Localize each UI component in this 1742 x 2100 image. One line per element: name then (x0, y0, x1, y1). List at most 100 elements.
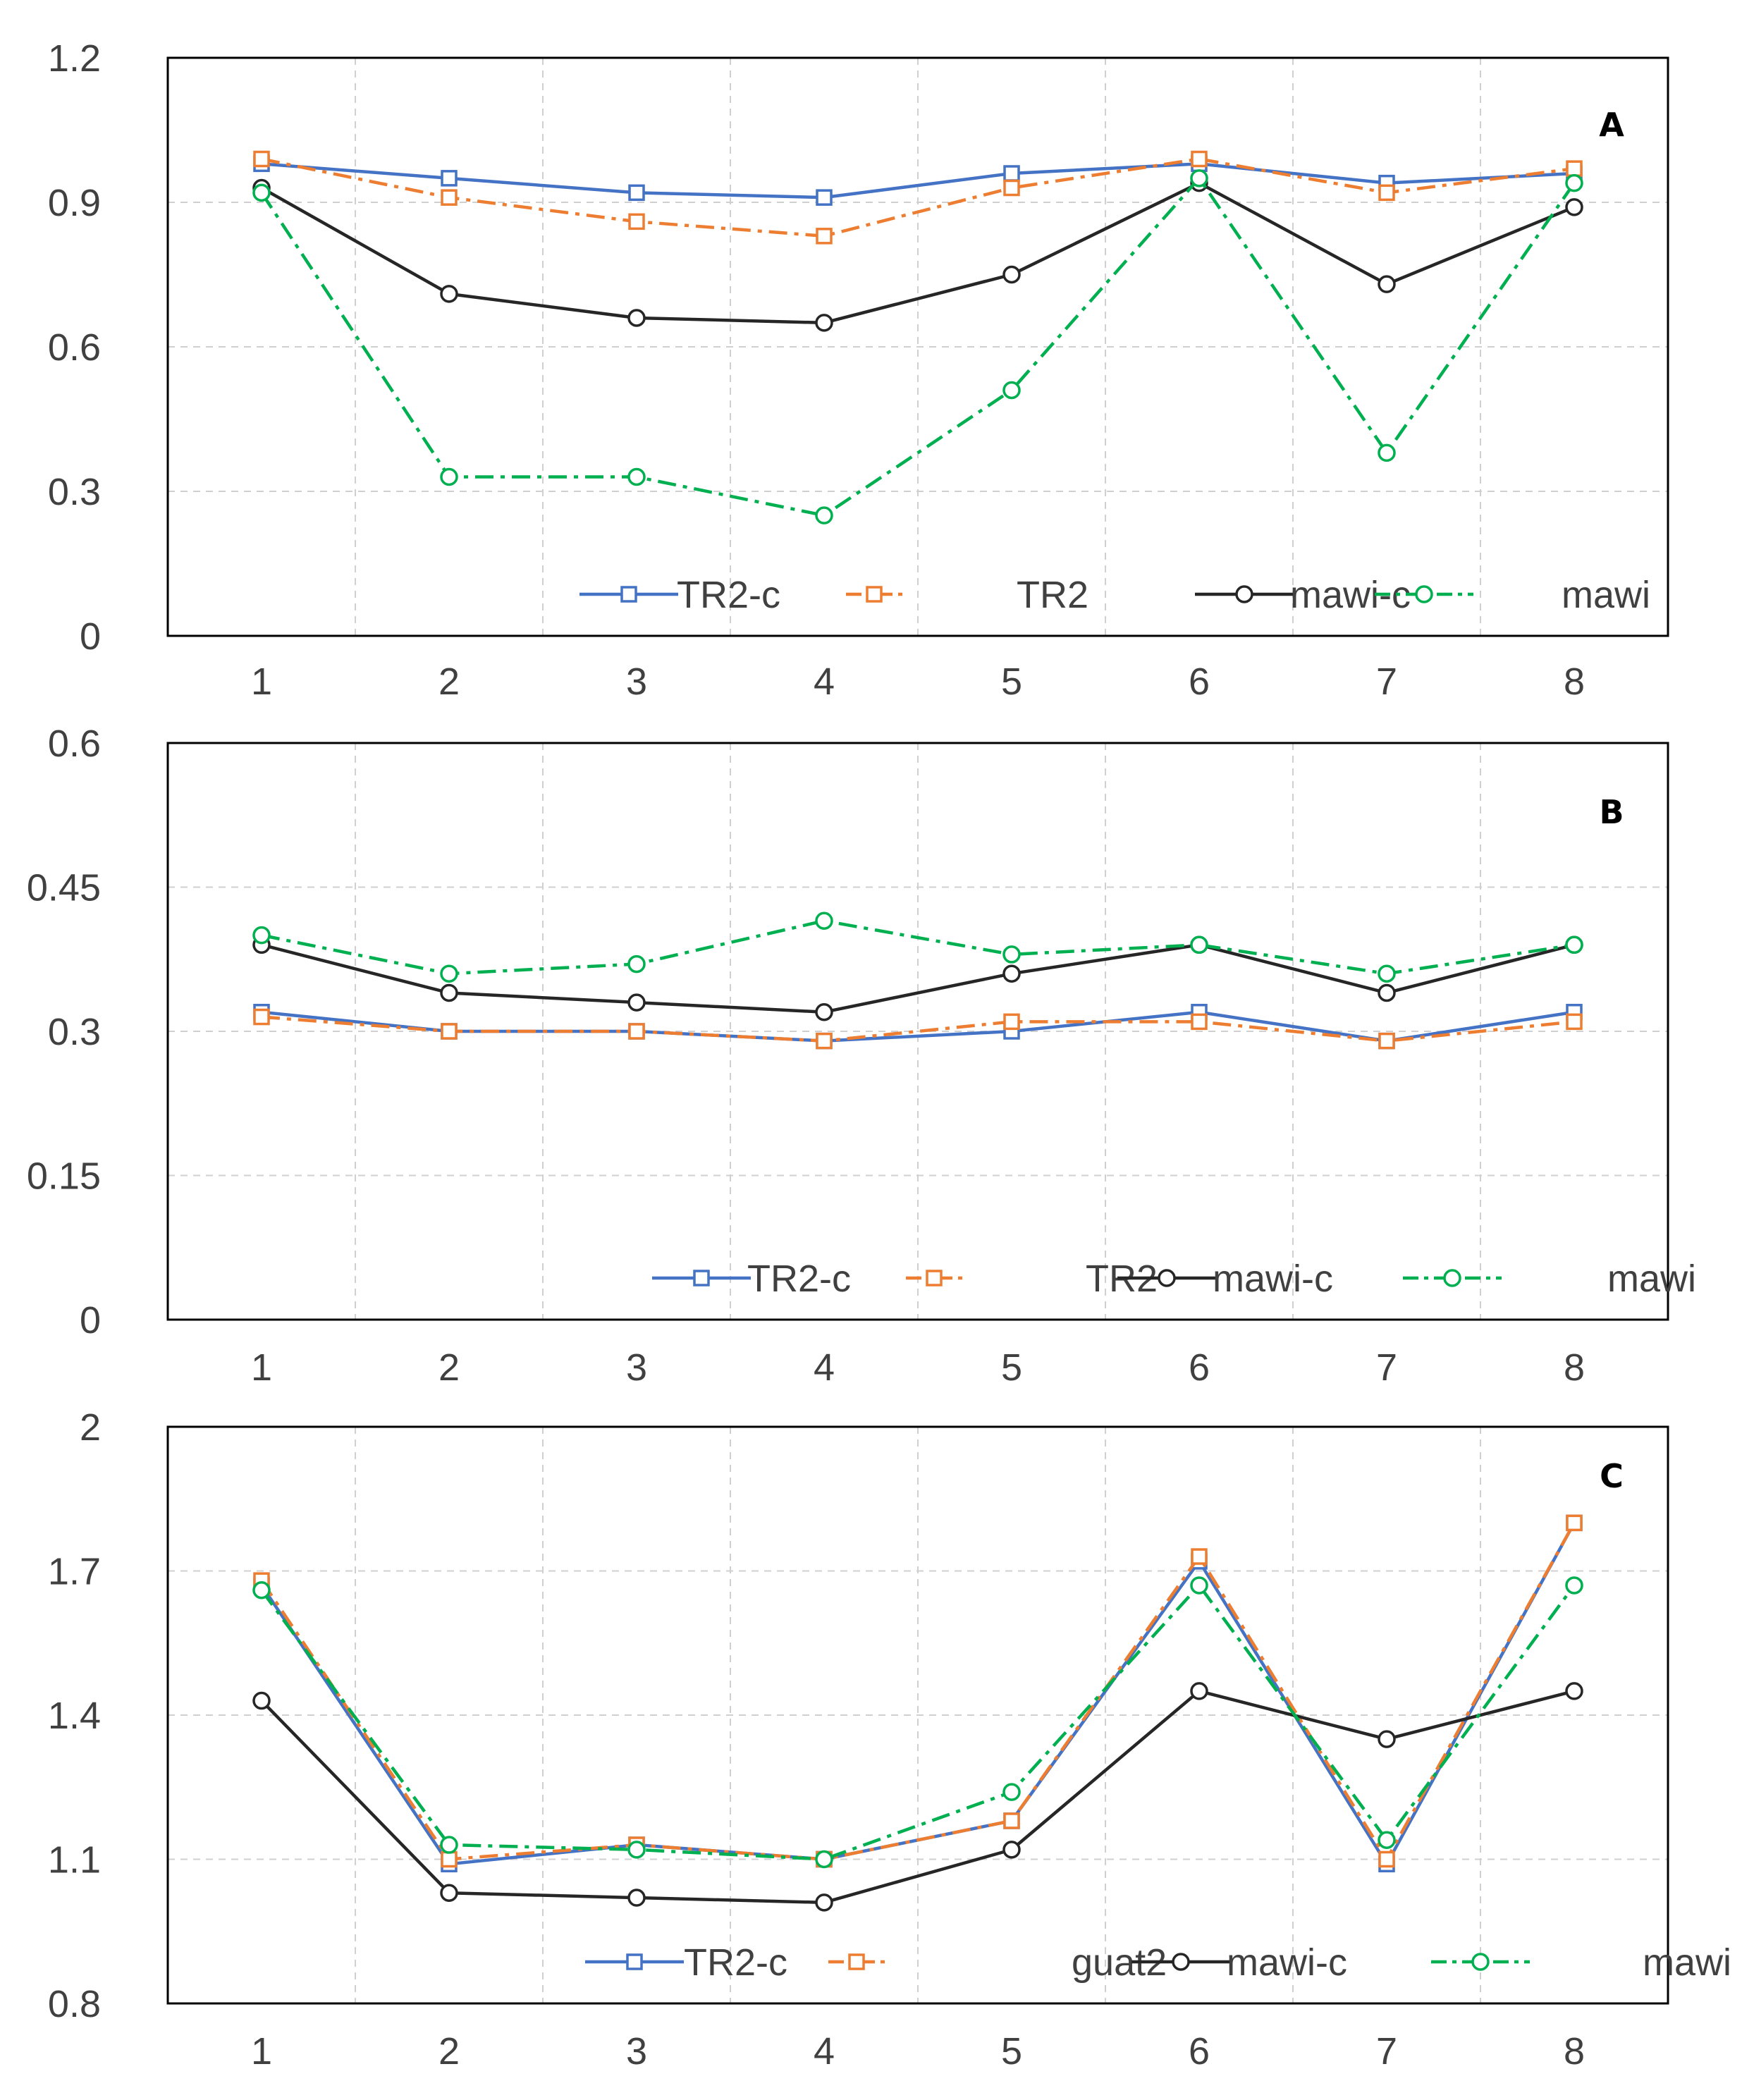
data-point (1566, 1013, 1583, 1031)
data-point (1002, 381, 1021, 400)
data-point (627, 467, 646, 486)
series-line (261, 162, 1575, 199)
panel-a-label: A (1599, 106, 1624, 144)
data-point (1378, 1850, 1395, 1868)
data-point (1002, 945, 1021, 964)
data-point (1565, 1576, 1583, 1595)
plot-frame (166, 742, 1669, 1321)
panel-b-x-ticks: 1 2 3 4 5 6 7 8 (251, 1346, 1585, 1389)
data-point (1191, 1548, 1208, 1565)
panel-a-legend-label: mawi-c (1290, 574, 1411, 616)
panel-c-legend-label: mawi-c (1227, 1941, 1347, 1984)
data-point (1565, 935, 1583, 954)
data-point (816, 1032, 833, 1050)
legend-marker (693, 1270, 710, 1287)
panel-a-y-ticks: 0 0.3 0.6 0.9 1.2 (48, 37, 101, 658)
data-point (1378, 983, 1396, 1002)
panel-b-label: B (1599, 793, 1624, 831)
data-point (627, 309, 646, 327)
panel-a-x-ticks: 1 2 3 4 5 6 7 8 (251, 661, 1585, 703)
panel-a-legend-label: TR2-c (677, 574, 780, 616)
panel-c-x-tick: 8 (1564, 2030, 1585, 2073)
panel-c-x-tick: 6 (1189, 2030, 1210, 2073)
panel-c-y-ticks: 0.8 1.1 1.4 1.7 2 (48, 1406, 101, 2025)
legend-marker (1172, 1953, 1190, 1971)
panel-c-x-tick: 4 (814, 2030, 835, 2073)
panel-b-legend-label: TR2-c (747, 1258, 851, 1300)
panel-a-x-tick: 8 (1564, 661, 1585, 703)
panel-c-x-tick: 7 (1376, 2030, 1397, 2073)
panel-b-x-tick: 8 (1564, 1346, 1585, 1389)
panel-b-y-ticks: 0 0.15 0.3 0.45 0.6 (27, 723, 101, 1341)
data-point (441, 170, 458, 187)
data-point (815, 314, 833, 332)
panel-c-legend-label: TR2-c (684, 1941, 787, 1984)
panel-c-plot-area (166, 1425, 1669, 2005)
data-point (1565, 1682, 1583, 1700)
data-point (441, 189, 458, 206)
data-point (1190, 1682, 1208, 1700)
panel-a-y-tick: 0.3 (48, 471, 101, 513)
data-point (1003, 1812, 1020, 1829)
data-point (1378, 1730, 1396, 1748)
panel-b-y-tick: 0.15 (27, 1155, 101, 1198)
panel-c-y-tick: 1.4 (48, 1695, 101, 1737)
panel-c-y-tick: 1.7 (48, 1551, 101, 1593)
data-point (815, 506, 833, 524)
data-point (627, 1841, 646, 1859)
legend-marker (1235, 585, 1253, 603)
data-point (441, 1850, 458, 1868)
data-point (815, 1002, 833, 1021)
data-point (1002, 964, 1021, 983)
data-point (1003, 1013, 1020, 1031)
panel-b-x-tick: 2 (438, 1346, 460, 1389)
panel-b-legend-label: mawi (1607, 1258, 1696, 1300)
plot-frame (166, 56, 1669, 637)
panel-b-legend-label: mawi-c (1213, 1258, 1333, 1300)
panel-a-x-tick: 6 (1189, 661, 1210, 703)
panel-b-x-tick: 1 (251, 1346, 272, 1389)
panel-c-x-tick: 3 (626, 2030, 647, 2073)
panel-c-x-tick: 5 (1001, 2030, 1022, 2073)
data-point (628, 213, 645, 231)
panel-a-x-tick: 3 (626, 661, 647, 703)
series-line (260, 1522, 1576, 1861)
data-point (1566, 1514, 1583, 1532)
data-point (1003, 179, 1020, 197)
panel-b-x-tick: 5 (1001, 1346, 1022, 1389)
data-point (440, 1884, 458, 1902)
legend-marker (848, 1953, 865, 1970)
panel-b-y-tick: 0 (80, 1299, 101, 1341)
data-point (627, 954, 646, 974)
data-point (1190, 1576, 1208, 1595)
panel-c-x-tick: 1 (251, 2030, 272, 2073)
data-point (252, 1691, 271, 1710)
panel-c-label: C (1600, 1457, 1624, 1495)
panel-b-y-tick: 0.6 (48, 723, 101, 765)
legend-marker (866, 586, 883, 603)
legend-marker (1158, 1269, 1176, 1287)
series-line (261, 919, 1575, 976)
series-line (261, 157, 1575, 238)
data-point (628, 1023, 645, 1040)
data-point (440, 983, 458, 1002)
data-point (1378, 1831, 1396, 1849)
data-point (253, 1008, 270, 1026)
panel-a: 0 0.3 0.6 0.9 1.2 1 2 3 4 5 6 7 8 A TR2-… (48, 37, 1669, 703)
panel-b-x-tick: 4 (814, 1346, 835, 1389)
panel-b-plot-area (166, 742, 1669, 1321)
panel-c-x-tick: 2 (438, 2030, 460, 2073)
plot-frame (166, 1425, 1669, 2005)
panel-a-x-tick: 7 (1376, 661, 1397, 703)
data-point (628, 184, 645, 202)
data-point (1002, 1841, 1021, 1859)
series-line (260, 181, 1575, 325)
panel-a-y-tick: 0 (80, 615, 101, 658)
legend-marker (620, 586, 637, 603)
panel-c-legend-label: mawi (1643, 1941, 1731, 1984)
data-point (1378, 443, 1396, 462)
panel-a-x-tick: 5 (1001, 661, 1022, 703)
data-point (253, 150, 270, 168)
panel-b-legend: TR2-c TR2 mawi-c mawi (652, 1258, 1696, 1300)
panel-a-plot-area (166, 56, 1669, 637)
